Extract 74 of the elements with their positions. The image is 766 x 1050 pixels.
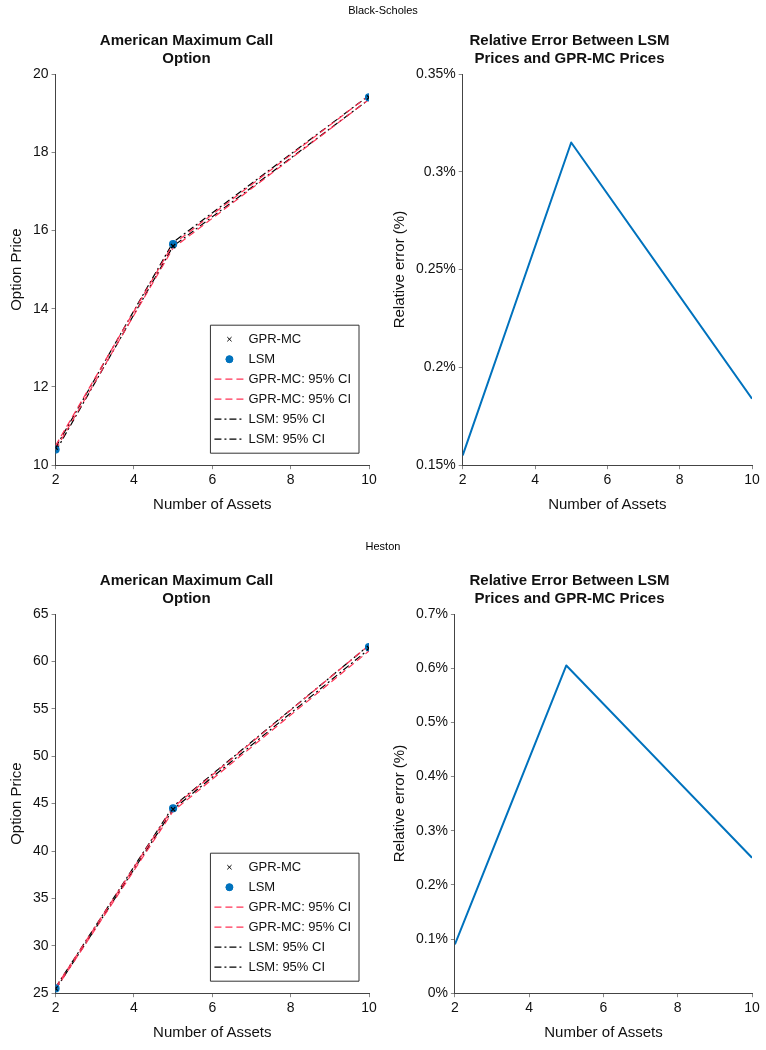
x-axis-title: Number of Assets xyxy=(548,495,667,513)
y-tick-label: 0.15% xyxy=(415,456,456,473)
x-tick-label: 6 xyxy=(599,999,608,1016)
legend-label: GPR-MC: 95% CI xyxy=(248,918,352,934)
legend-label: LSM: 95% CI xyxy=(248,430,326,446)
x-tick-label: 8 xyxy=(673,999,682,1016)
chart-title: American Maximum Call Option xyxy=(99,31,274,67)
x-tick-label: 10 xyxy=(744,471,760,488)
y-tick-label: 60 xyxy=(32,652,49,669)
legend-label: LSM xyxy=(248,350,276,366)
y-tick-label: 0.1% xyxy=(415,929,448,946)
y-tick-label: 40 xyxy=(32,841,49,858)
chart-title: American Maximum Call Option xyxy=(99,571,274,607)
y-tick-label: 14 xyxy=(32,299,49,316)
y-axis-title: Relative error (%) xyxy=(390,744,408,863)
y-tick-label: 0.7% xyxy=(415,604,448,621)
x-tick-label: 4 xyxy=(531,471,540,488)
x-tick-label: 6 xyxy=(603,471,612,488)
y-tick-label: 55 xyxy=(32,699,49,716)
y-tick-label: 25 xyxy=(32,984,49,1001)
legend-label: GPR-MC: 95% CI xyxy=(248,370,352,386)
y-tick-label: 0.25% xyxy=(415,260,456,277)
y-tick-label: 16 xyxy=(32,221,49,238)
y-tick-label: 0.4% xyxy=(415,767,448,784)
y-tick-label: 0.5% xyxy=(415,713,448,730)
y-tick-label: 50 xyxy=(32,747,49,764)
y-tick-label: 35 xyxy=(32,889,49,906)
y-axis-title: Option Price xyxy=(7,762,25,845)
x-axis-title: Number of Assets xyxy=(153,1023,272,1041)
legend-label: GPR-MC xyxy=(248,330,302,346)
chart-title: Relative Error Between LSM Prices and GPR-MC Prices xyxy=(469,571,670,607)
y-tick-label: 65 xyxy=(32,604,49,621)
x-tick-label: 10 xyxy=(361,471,377,488)
x-tick-label: 4 xyxy=(130,999,139,1016)
y-tick-label: 0.2% xyxy=(415,875,448,892)
legend-label: GPR-MC: 95% CI xyxy=(248,898,352,914)
y-tick-label: 10 xyxy=(32,456,49,473)
x-tick-label: 10 xyxy=(744,999,760,1016)
x-tick-label: 2 xyxy=(451,999,460,1016)
text: Black-Scholes xyxy=(347,4,419,16)
x-tick-label: 2 xyxy=(458,471,467,488)
x-tick-label: 8 xyxy=(675,471,684,488)
y-tick-label: 0.35% xyxy=(415,64,456,81)
legend-label: LSM: 95% CI xyxy=(248,938,326,954)
x-tick-label: 2 xyxy=(51,471,60,488)
y-tick-label: 0.3% xyxy=(415,821,448,838)
x-tick-label: 4 xyxy=(525,999,534,1016)
y-tick-label: 12 xyxy=(32,377,49,394)
x-tick-label: 4 xyxy=(130,471,139,488)
x-axis-title: Number of Assets xyxy=(544,1023,663,1041)
y-tick-label: 45 xyxy=(32,794,49,811)
y-tick-label: 30 xyxy=(32,936,49,953)
y-axis-title: Relative error (%) xyxy=(390,210,408,329)
y-tick-label: 18 xyxy=(32,143,49,160)
y-tick-label: 0.3% xyxy=(423,162,456,179)
x-axis-title: Number of Assets xyxy=(153,495,272,513)
chart-title: Relative Error Between LSM Prices and GPR-MC Prices xyxy=(469,31,670,67)
legend-label: GPR-MC: 95% CI xyxy=(248,390,352,406)
y-tick-label: 0.6% xyxy=(415,659,448,676)
y-tick-label: 20 xyxy=(32,64,49,81)
y-tick-label: 0.2% xyxy=(423,358,456,375)
x-tick-label: 8 xyxy=(286,999,295,1016)
y-axis-title: Option Price xyxy=(7,228,25,311)
x-tick-label: 8 xyxy=(286,471,295,488)
x-tick-label: 6 xyxy=(208,999,217,1016)
legend-label: LSM: 95% CI xyxy=(248,410,326,426)
legend-label: LSM xyxy=(248,878,276,894)
x-tick-label: 2 xyxy=(51,999,60,1016)
legend-label: GPR-MC xyxy=(248,858,302,874)
x-tick-label: 6 xyxy=(208,471,217,488)
text: Heston xyxy=(364,540,402,552)
y-tick-label: 0% xyxy=(427,984,448,1001)
x-tick-label: 10 xyxy=(361,999,377,1016)
legend-label: LSM: 95% CI xyxy=(248,958,326,974)
